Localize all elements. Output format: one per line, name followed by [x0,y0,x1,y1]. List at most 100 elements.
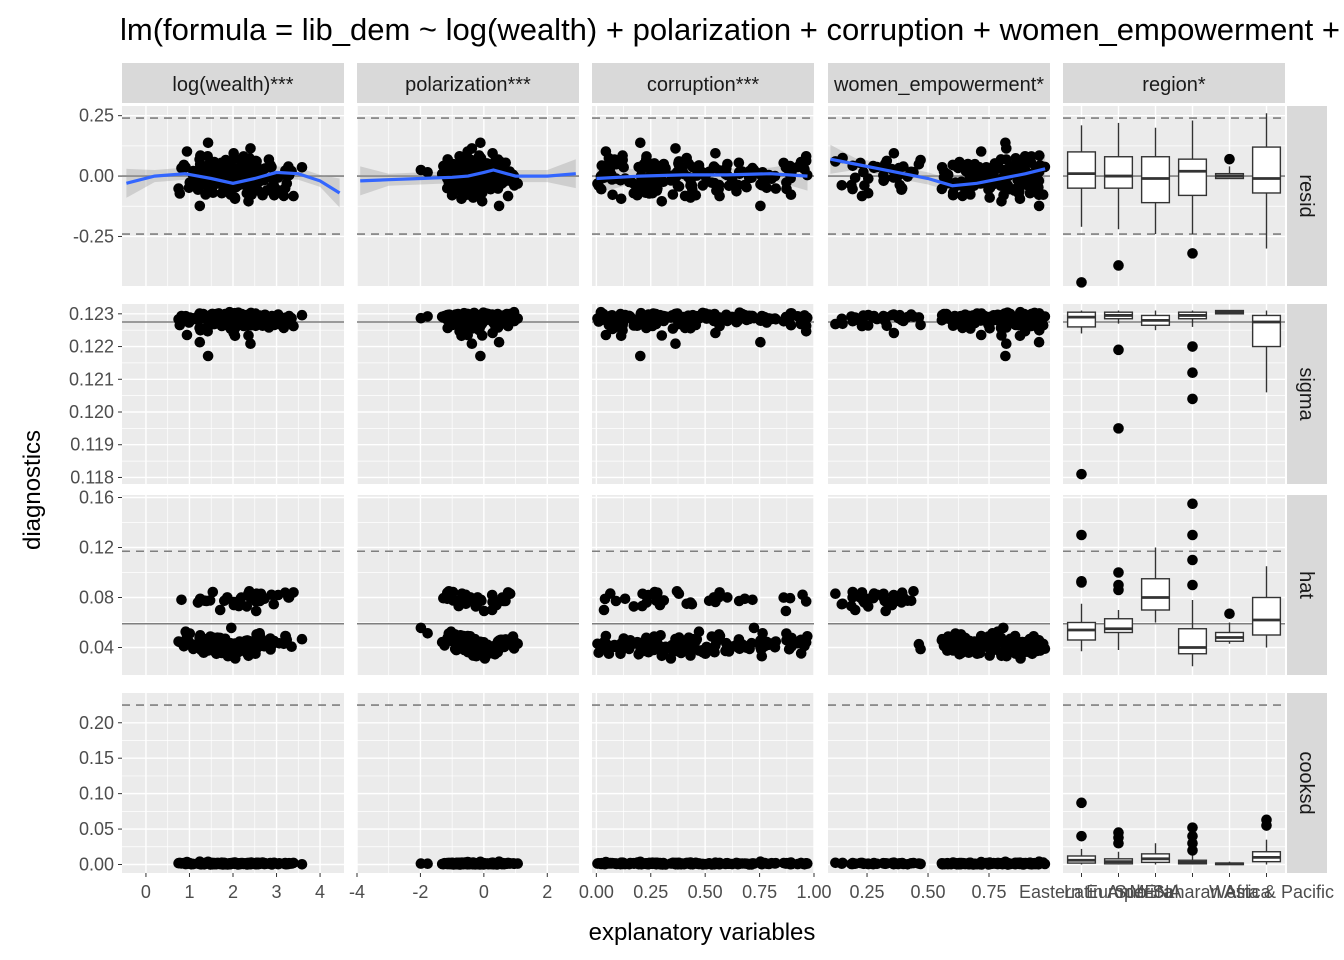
point-hat-women-165 [963,647,975,658]
point-hat-women-122 [862,601,874,612]
point-hat-corruption-103 [610,595,622,607]
point-resid-corruption-59 [656,196,668,207]
point-sigma-wealth-166 [232,310,244,321]
point-resid-polarization-167 [475,162,487,174]
point-sigma-polarization-169 [459,310,471,322]
point-hat-women-167 [893,594,905,606]
point-resid-corruption-101 [658,158,670,170]
point-resid-corruption-142 [643,175,654,187]
point-resid-corruption-152 [709,177,720,189]
x-tick-label-polarization-3: 2 [542,882,552,902]
point-sigma-women-166 [1002,310,1014,321]
point-resid-wealth-159 [265,182,277,193]
point-sigma-women-168 [938,312,950,323]
point-hat-wealth-124 [296,633,308,645]
point-sigma-corruption-162 [615,308,626,320]
col-strip-corruption [592,63,814,103]
point-resid-corruption-123 [722,158,733,170]
point-hat-corruption-138 [795,634,807,646]
point-hat-corruption-155 [600,630,612,642]
point-hat-corruption-82 [686,598,698,610]
point-sigma-corruption-152 [709,308,720,320]
y-tick-label-cooksd-4: 0.20 [79,713,114,733]
point-cooksd-corruption-145 [726,858,738,870]
point-sigma-wealth-99 [195,325,206,336]
box-outlier-hat-3-2 [1187,529,1198,541]
point-hat-women-82 [836,598,848,610]
point-resid-women-126 [894,179,906,191]
point-resid-corruption-164 [755,179,766,190]
point-sigma-corruption-155 [600,329,612,341]
point-cooksd-corruption-167 [747,858,758,869]
point-hat-corruption-122 [628,601,640,612]
point-hat-women-133 [863,593,874,605]
box-resid-3 [1177,158,1208,197]
point-sigma-corruption-157 [644,312,655,323]
point-resid-women-166 [1002,180,1014,191]
point-sigma-corruption-39 [635,350,646,362]
point-hat-women-137 [915,643,926,655]
point-sigma-women-133 [863,309,874,321]
panel-cooksd-corruption [592,693,815,873]
panel-bg-cooksd-region [1063,693,1285,873]
box-resid-1 [1103,156,1134,189]
panel-sigma-wealth [122,304,344,484]
box-outlier-hat-1-1 [1113,579,1124,591]
point-resid-women-149 [998,164,1009,176]
point-hat-wealth-149 [226,622,237,634]
box-outlier-sigma-1-0 [1113,423,1124,434]
point-resid-corruption-127 [641,151,652,162]
row-strip-sigma [1287,304,1327,484]
point-sigma-wealth-163 [194,336,206,348]
smooth-line-corruption [596,172,808,181]
point-resid-corruption-163 [755,200,766,212]
point-cooksd-corruption-164 [755,857,766,869]
point-resid-women-102 [1010,162,1022,174]
point-resid-women-59 [996,196,1007,207]
box-outlier-hat-0-2 [1076,529,1087,541]
point-resid-women-65 [1001,143,1012,154]
x-tick-label-corruption-1: 0.25 [633,882,668,902]
point-resid-wealth-115 [278,190,290,202]
box-outlier-hat-1-2 [1113,567,1124,578]
point-resid-wealth-128 [242,162,254,174]
box-outlier-hat-3-3 [1187,498,1198,510]
panel-cooksd-polarization [356,693,579,873]
box-outlier-resid-4-0 [1224,153,1235,165]
point-hat-corruption-145 [726,641,738,652]
point-cooksd-corruption-169 [691,858,703,869]
box-outlier-cooksd-3-3 [1187,822,1198,833]
point-resid-women-105 [881,155,893,167]
x-tick-label-wealth-3: 3 [272,882,282,902]
point-hat-corruption-110 [665,653,677,664]
point-hat-corruption-129 [643,589,654,601]
point-resid-women-169 [975,170,986,181]
panel-bg-sigma-corruption [592,304,814,484]
point-hat-polarization-136 [436,636,448,648]
point-sigma-women-167 [893,310,905,322]
point-resid-corruption-159 [634,182,646,193]
point-resid-wealth-39 [202,137,214,149]
point-resid-corruption-114 [647,187,658,199]
y-tick-label-cooksd-0: 0.00 [79,854,114,874]
point-sigma-corruption-156 [677,312,688,324]
point-resid-wealth-153 [223,166,235,178]
point-hat-corruption-149 [748,622,760,634]
point-hat-corruption-157 [644,641,655,652]
box-outlier-resid-0-0 [1076,277,1087,288]
point-hat-women-149 [998,622,1009,634]
point-hat-polarization-163 [493,635,505,646]
point-hat-women-151 [983,642,994,653]
point-resid-women-168 [938,171,950,183]
point-hat-corruption-140 [722,592,733,603]
point-sigma-polarization-149 [415,312,427,324]
point-sigma-women-59 [996,330,1007,341]
point-hat-polarization-169 [459,634,471,645]
point-hat-corruption-116 [703,595,715,607]
point-resid-corruption-146 [618,162,629,173]
point-sigma-corruption-169 [691,310,703,322]
point-hat-corruption-130 [746,637,757,649]
point-hat-wealth-126 [194,593,206,605]
point-resid-wealth-65 [245,143,256,154]
point-sigma-corruption-164 [755,315,766,327]
